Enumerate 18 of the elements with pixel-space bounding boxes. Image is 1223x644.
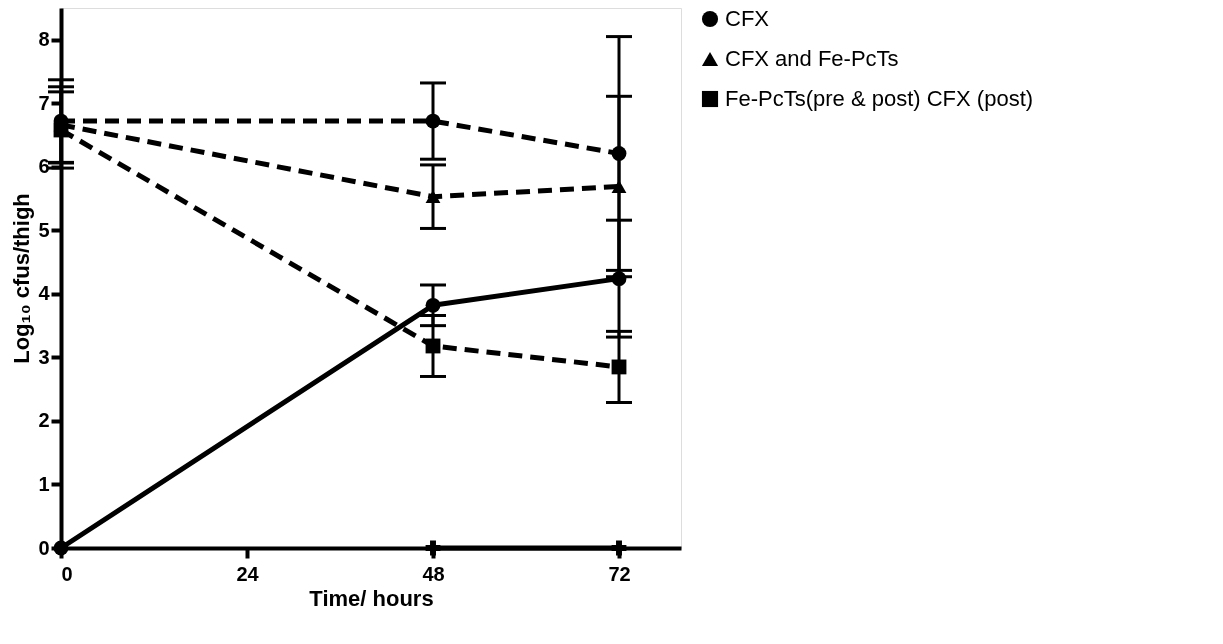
- y-axis-title: Log₁₀ cfus/thigh: [9, 193, 35, 364]
- x-tick-label: 72: [608, 562, 631, 585]
- x-tick-label: 0: [61, 562, 73, 585]
- legend-label: CFX and Fe-PcTs: [725, 46, 899, 71]
- legend-label: CFX: [725, 6, 770, 31]
- y-tick-label: 6: [38, 155, 50, 178]
- y-tick-label: 3: [38, 345, 50, 368]
- x-tick-label: 24: [236, 562, 260, 585]
- y-tick-label: 0: [38, 536, 50, 559]
- y-tick-label: 5: [38, 218, 50, 241]
- y-tick-label: 2: [38, 409, 50, 432]
- x-tick-label: 48: [422, 562, 445, 585]
- y-tick-label: 8: [38, 28, 50, 51]
- y-tick-label: 4: [38, 282, 51, 305]
- y-tick-label: 1: [38, 472, 50, 495]
- x-axis-title: Time/ hours: [309, 585, 434, 611]
- y-tick-label: 7: [38, 91, 50, 114]
- legend-label: Fe-PcTs(pre & post) CFX (post): [725, 86, 1034, 111]
